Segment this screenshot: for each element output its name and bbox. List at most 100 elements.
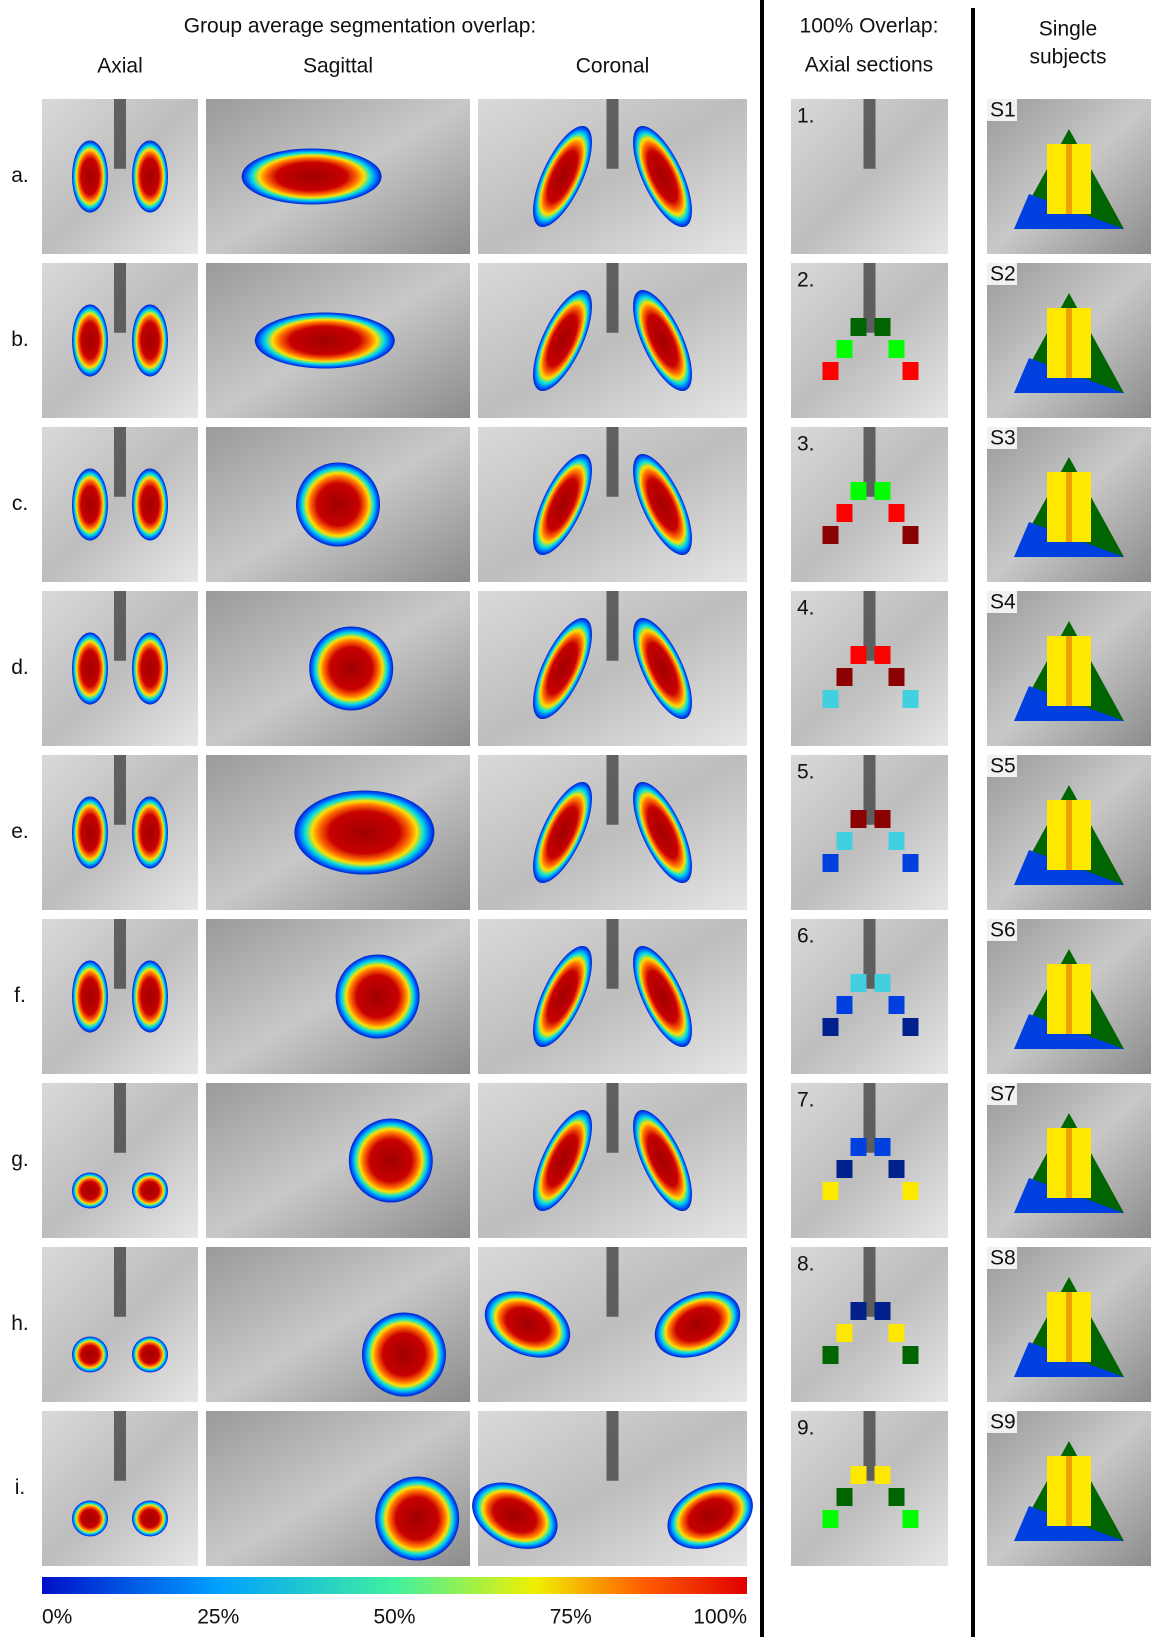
overlap-blob	[336, 955, 420, 1039]
single-subtitle: subjects	[1029, 46, 1106, 69]
segment-patch	[875, 1302, 891, 1320]
overlap-blob	[132, 1173, 168, 1209]
section-label: 3.	[797, 433, 815, 456]
overlap-blob	[72, 141, 108, 213]
midline	[114, 1247, 126, 1317]
subject-label: S6	[990, 919, 1016, 942]
overlap-blob	[72, 469, 108, 541]
overlap-blob	[296, 463, 380, 547]
section-label: 8.	[797, 1253, 815, 1276]
segment-patch	[875, 646, 891, 664]
column-label: Sagittal	[303, 55, 373, 78]
row-label: h.	[11, 1312, 29, 1335]
segment-patch	[889, 832, 905, 850]
colorbar-label: 0%	[42, 1606, 72, 1629]
segment-patch	[903, 1182, 919, 1200]
section-label: 7.	[797, 1089, 815, 1112]
segment-patch	[875, 810, 891, 828]
subject-label: S3	[990, 427, 1016, 450]
segment-patch	[903, 854, 919, 872]
midline	[607, 1247, 619, 1317]
segment-patch	[889, 668, 905, 686]
colorbar	[42, 1577, 747, 1594]
overlap-blob	[362, 1313, 446, 1397]
segment-patch	[903, 690, 919, 708]
overlap-blob	[349, 1119, 433, 1203]
segment-patch	[875, 1138, 891, 1156]
midline	[114, 919, 126, 989]
overlap-blob	[132, 305, 168, 377]
segment-patch	[903, 526, 919, 544]
segment-patch	[851, 318, 867, 336]
segment-patch	[823, 1346, 839, 1364]
segment-patch	[837, 832, 853, 850]
overlap-blob	[294, 791, 434, 875]
segment-patch	[837, 1488, 853, 1506]
segmentation	[1066, 308, 1072, 378]
figure: Group average segmentation overlap: 100%…	[0, 0, 1151, 1637]
row-label: c.	[12, 492, 28, 515]
segment-patch	[851, 646, 867, 664]
overlap-blob	[132, 1337, 168, 1373]
segment-patch	[851, 1466, 867, 1484]
segment-patch	[823, 362, 839, 380]
midline	[607, 263, 619, 333]
segment-patch	[837, 340, 853, 358]
segment-patch	[837, 1324, 853, 1342]
midline	[114, 755, 126, 825]
midline	[607, 1083, 619, 1153]
midline	[607, 919, 619, 989]
midline	[864, 99, 876, 169]
row-label: b.	[11, 328, 29, 351]
column-label: Coronal	[576, 55, 650, 78]
midline	[607, 755, 619, 825]
midline	[114, 263, 126, 333]
overlap-blob	[132, 961, 168, 1033]
segment-patch	[837, 996, 853, 1014]
colorbar-label: 25%	[197, 1606, 239, 1629]
midline	[607, 1411, 619, 1481]
segment-patch	[903, 1346, 919, 1364]
overlap-blob	[132, 797, 168, 869]
section-label: 1.	[797, 105, 815, 128]
midline	[114, 591, 126, 661]
midline	[114, 427, 126, 497]
segment-patch	[889, 340, 905, 358]
segment-patch	[851, 482, 867, 500]
colorbar-label: 75%	[550, 1606, 592, 1629]
section-label: 4.	[797, 597, 815, 620]
segment-patch	[837, 504, 853, 522]
segmentation	[1066, 144, 1072, 214]
section-label: 9.	[797, 1417, 815, 1440]
single-title: Single	[1039, 18, 1097, 41]
row-label: e.	[11, 820, 29, 843]
midline	[114, 1411, 126, 1481]
overlap-blob	[242, 149, 382, 205]
overlap-blob	[72, 1337, 108, 1373]
midline	[607, 427, 619, 497]
subject-label: S1	[990, 99, 1016, 122]
colorbar-label: 50%	[373, 1606, 415, 1629]
overlap-subtitle: Axial sections	[805, 54, 933, 77]
segment-patch	[837, 1160, 853, 1178]
segment-patch	[875, 974, 891, 992]
row-label: a.	[11, 164, 29, 187]
segment-patch	[837, 668, 853, 686]
midline	[607, 99, 619, 169]
segment-patch	[823, 690, 839, 708]
subject-label: S2	[990, 263, 1016, 286]
segment-patch	[903, 1510, 919, 1528]
segmentation	[1066, 964, 1072, 1034]
page: Group average segmentation overlap: 100%…	[0, 0, 1151, 1637]
row-label: f.	[14, 984, 26, 1007]
segment-patch	[889, 1488, 905, 1506]
segmentation	[1066, 472, 1072, 542]
colorbar-label: 100%	[693, 1606, 747, 1629]
overlap-blob	[72, 1173, 108, 1209]
segment-patch	[889, 1160, 905, 1178]
section-label: 2.	[797, 269, 815, 292]
overlap-title: 100% Overlap:	[800, 15, 939, 38]
overlap-blob	[72, 961, 108, 1033]
overlap-blob	[309, 627, 393, 711]
segment-patch	[903, 1018, 919, 1036]
